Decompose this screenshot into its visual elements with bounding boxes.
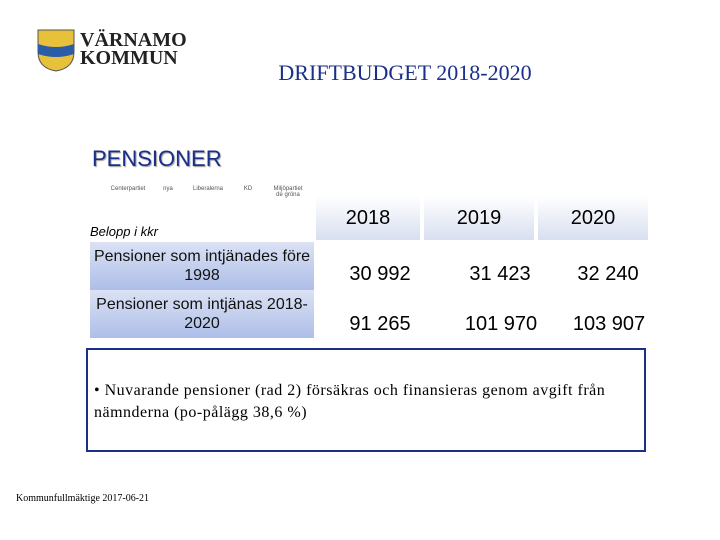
row-label: Pensioner som intjänas 2018-2020: [90, 290, 314, 338]
column-header: 2019: [424, 196, 534, 240]
party-logo: nya: [163, 186, 173, 192]
cell: 103 907: [572, 312, 646, 335]
column-header: 2018: [316, 196, 420, 240]
cell: 91 265: [349, 312, 411, 335]
note-box: • Nuvarande pensioner (rad 2) försäkras …: [86, 348, 646, 452]
cell: 32 240: [577, 262, 639, 285]
row-label: Pensioner som intjänades före 1998: [90, 242, 314, 290]
cell: 30 992: [349, 262, 411, 285]
party-logo: Centerpartiet: [110, 186, 146, 192]
party-logos: Centerpartiet nya Liberalerna KD Miljöpa…: [110, 186, 306, 198]
logo-text: KOMMUN: [80, 47, 178, 69]
unit-label: Belopp i kkr: [90, 224, 158, 239]
party-logo: Liberalerna: [192, 186, 224, 192]
section-title: PENSIONER: [92, 146, 222, 171]
footer: Kommunfullmäktige 2017-06-21: [16, 493, 150, 504]
note-text: Nuvarande pensioner (rad 2) försäkras oc…: [94, 382, 606, 421]
cell: 101 970: [464, 312, 538, 335]
cell: 31 423: [469, 262, 531, 285]
column-header: 2020: [538, 196, 648, 240]
party-logo: KD: [243, 186, 253, 192]
party-logo: Miljöpartiet de gröna: [273, 186, 303, 198]
coat-of-arms: [37, 29, 75, 72]
logo-text: VÄRNAMO: [80, 29, 187, 51]
title: DRIFTBUDGET 2018-2020: [278, 60, 532, 85]
bullet: •: [94, 382, 101, 399]
